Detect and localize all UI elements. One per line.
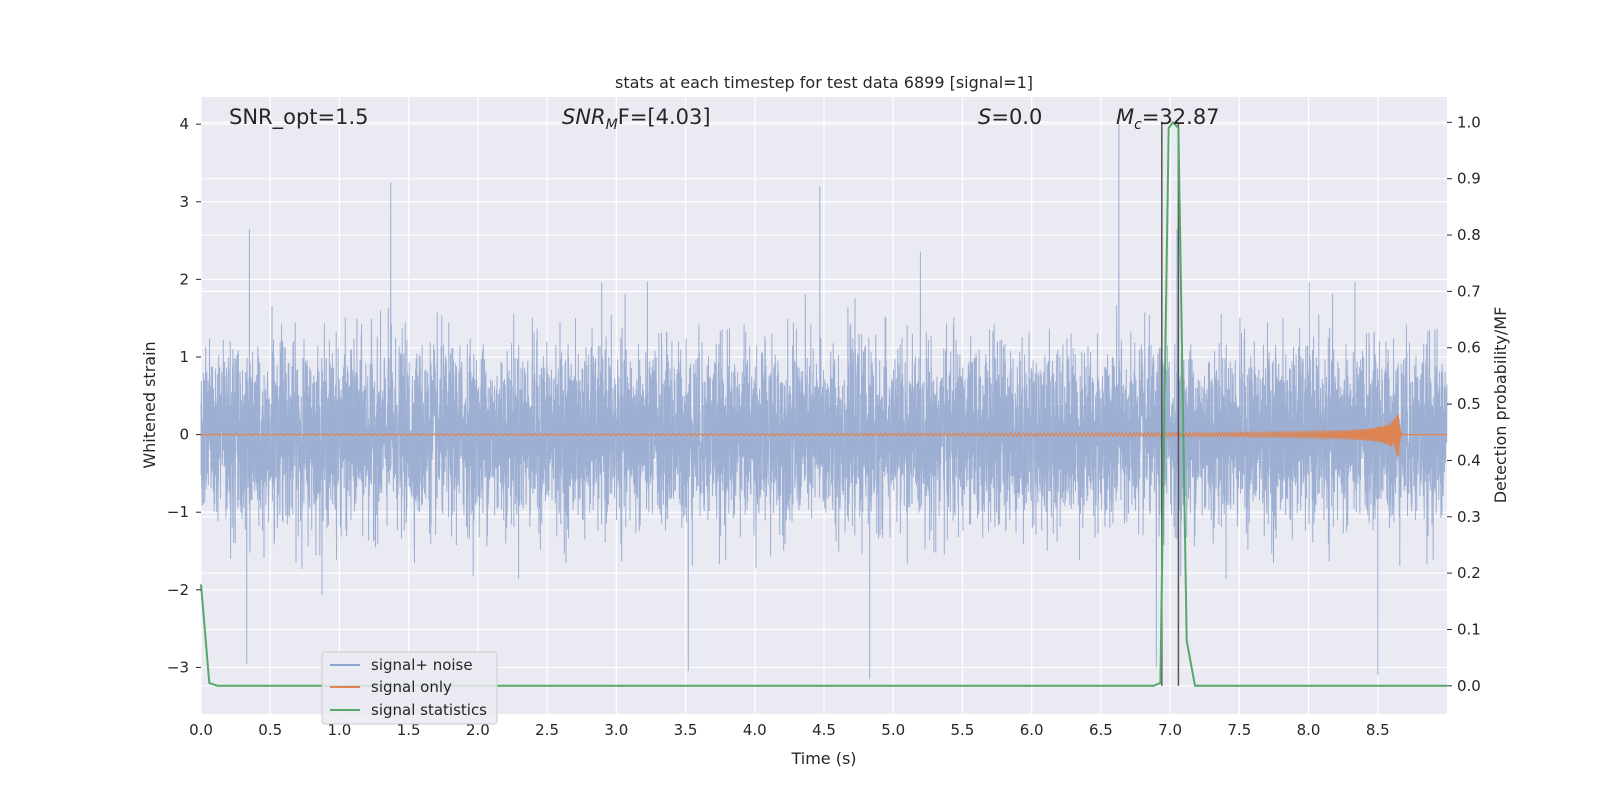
legend-box bbox=[321, 651, 498, 725]
x-tick-label: 2.0 bbox=[466, 721, 490, 739]
legend: signal+ noise signal only signal statist… bbox=[321, 651, 498, 725]
x-tick-label: 4.0 bbox=[743, 721, 767, 739]
annotation-snr-opt: SNR_opt=1.5 bbox=[229, 105, 369, 130]
x-tick-label: 3.5 bbox=[674, 721, 698, 739]
y-tick-label-left: 2 bbox=[179, 270, 189, 288]
x-tick-label: 8.0 bbox=[1297, 721, 1321, 739]
annotation-snr-mf: SNRMF=[4.03] bbox=[562, 105, 711, 133]
x-tick-label: 1.0 bbox=[328, 721, 352, 739]
y-axis-label-right: Detection probability/MF bbox=[1491, 307, 1510, 504]
x-tick-label: 0.5 bbox=[258, 721, 282, 739]
y-tick-label-left: 1 bbox=[179, 348, 189, 366]
annotation-mc: Mc=32.87 bbox=[1116, 105, 1220, 133]
y-tick-label-left: 4 bbox=[179, 115, 189, 133]
chart-title: stats at each timestep for test data 689… bbox=[615, 73, 1033, 92]
y-tick-label-right: 0.4 bbox=[1457, 451, 1481, 469]
x-tick-label: 8.5 bbox=[1366, 721, 1390, 739]
y-tick-label-right: 0.5 bbox=[1457, 395, 1481, 413]
x-tick-label: 5.0 bbox=[881, 721, 905, 739]
y-tick-label-left: −2 bbox=[167, 581, 189, 599]
y-tick-label-right: 0.3 bbox=[1457, 508, 1481, 526]
legend-label-signal-only: signal only bbox=[371, 678, 452, 696]
y-tick-label-left: 0 bbox=[179, 426, 189, 444]
series-layer bbox=[200, 120, 1448, 687]
y-tick-label-left: −3 bbox=[167, 658, 189, 676]
legend-label-signal-noise: signal+ noise bbox=[371, 656, 473, 674]
x-tick-label: 3.0 bbox=[604, 721, 628, 739]
y-tick-label-left: 3 bbox=[179, 193, 189, 211]
legend-label-signal-statistics: signal statistics bbox=[371, 701, 487, 719]
y-tick-label-right: 0.0 bbox=[1457, 677, 1481, 695]
y-tick-label-right: 0.6 bbox=[1457, 339, 1481, 357]
x-tick-label: 7.5 bbox=[1227, 721, 1251, 739]
series-signal-noise bbox=[200, 124, 1448, 680]
series-signal-statistics bbox=[200, 120, 1447, 687]
series-signal-only bbox=[201, 413, 1447, 457]
y-tick-label-right: 0.8 bbox=[1457, 226, 1481, 244]
x-tick-label: 7.0 bbox=[1158, 721, 1182, 739]
ticks: 0.0 0.5 1.0 1.5 2.0 2.5 3.0 3.5 4.0 4.5 5.0 5.5 6.0 6… bbox=[167, 113, 1481, 739]
y-tick-label-right: 0.2 bbox=[1457, 564, 1481, 582]
x-tick-label: 6.5 bbox=[1089, 721, 1113, 739]
x-tick-label: 1.5 bbox=[397, 721, 421, 739]
x-tick-label: 5.5 bbox=[951, 721, 975, 739]
annotation-s: S=0.0 bbox=[978, 105, 1042, 129]
x-tick-label: 6.0 bbox=[1020, 721, 1044, 739]
y-axis-label-left: Whitened strain bbox=[140, 341, 159, 468]
y-tick-label-right: 1.0 bbox=[1457, 113, 1481, 131]
y-tick-label-left: −1 bbox=[167, 503, 189, 521]
x-tick-label: 4.5 bbox=[812, 721, 836, 739]
x-tick-label: 2.5 bbox=[535, 721, 559, 739]
x-axis-label: Time (s) bbox=[790, 749, 856, 768]
x-tick-label: 0.0 bbox=[189, 721, 213, 739]
y-tick-label-right: 0.7 bbox=[1457, 282, 1481, 300]
y-tick-label-right: 0.1 bbox=[1457, 620, 1481, 638]
y-tick-label-right: 0.9 bbox=[1457, 170, 1481, 188]
